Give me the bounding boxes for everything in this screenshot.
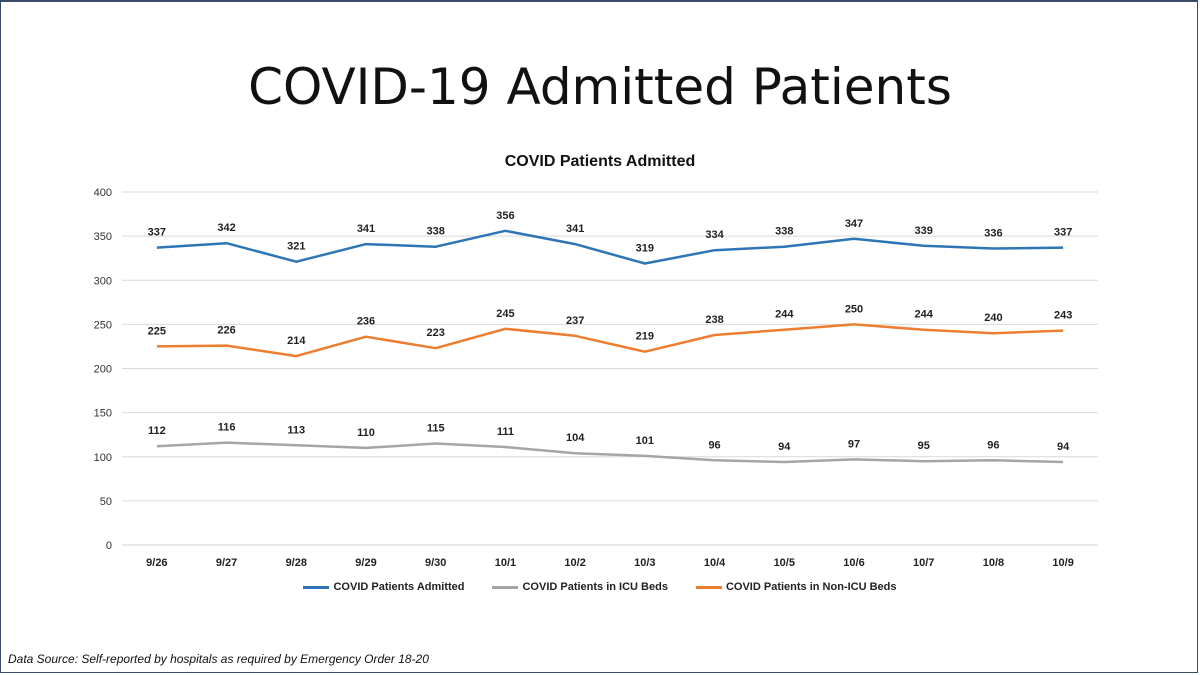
data-label: 341 [357,223,375,235]
x-tick-label: 9/30 [425,557,446,569]
x-tick-label: 10/3 [634,557,655,569]
x-tick-label: 10/6 [843,557,864,569]
legend-label: COVID Patients in Non-ICU Beds [725,581,897,593]
x-tick-label: 10/5 [774,557,795,569]
data-label: 225 [148,325,166,337]
data-label: 219 [636,331,654,343]
data-label: 339 [915,225,933,237]
series-line-2 [156,323,1064,358]
data-source-footer: Data Source: Self-reported by hospitals … [8,652,429,666]
data-label: 104 [566,432,585,444]
data-label: 110 [357,427,375,439]
y-tick-label: 50 [100,496,112,508]
data-label: 250 [845,303,863,315]
data-label: 214 [287,335,306,347]
y-tick-label: 300 [94,275,112,287]
x-tick-label: 10/4 [704,557,726,569]
data-label: 111 [497,426,514,438]
data-label: 342 [217,222,235,234]
data-label: 96 [987,439,999,451]
y-tick-label: 250 [94,319,112,331]
data-label: 341 [566,223,584,235]
x-tick-label: 9/29 [355,557,376,569]
legend-swatch [303,585,330,589]
data-label: 356 [496,210,514,222]
data-label: 237 [566,315,584,327]
data-label: 338 [775,226,793,238]
x-tick-label: 9/27 [216,557,237,569]
data-label: 96 [708,439,720,451]
legend-label: COVID Patients in ICU Beds [522,581,668,593]
data-label: 245 [496,308,514,320]
data-label: 94 [778,441,791,453]
chart-legend: COVID Patients Admitted COVID Patients in… [0,581,1200,593]
data-label: 319 [636,242,654,254]
data-label: 95 [918,440,930,452]
y-tick-label: 100 [94,452,112,464]
legend-entry: COVID Patients in ICU Beds [492,581,668,593]
legend-label: COVID Patients Admitted [333,581,465,593]
series-line-0 [156,229,1064,265]
data-label: 240 [984,312,1002,324]
x-tick-label: 10/1 [495,557,516,569]
y-tick-label: 200 [94,364,112,376]
y-tick-label: 150 [94,408,112,420]
slide-title: COVID-19 Admitted Patients [248,58,952,116]
data-label: 101 [636,435,654,447]
legend-entry: COVID Patients in Non-ICU Beds [695,581,897,593]
data-label: 244 [915,309,934,321]
data-label: 113 [287,424,305,436]
data-label: 112 [148,425,166,437]
data-label: 226 [217,325,235,337]
data-label: 337 [148,227,166,239]
data-label: 347 [845,218,863,230]
data-label: 338 [427,226,445,238]
data-label: 116 [218,422,236,434]
data-label: 238 [705,314,723,326]
data-label: 334 [705,229,724,241]
chart-title: COVID Patients Admitted [504,153,696,170]
legend-swatch [492,585,519,589]
x-tick-label: 10/7 [913,557,934,569]
y-tick-label: 400 [94,187,112,199]
legend-swatch [695,585,722,589]
data-label: 94 [1057,441,1070,453]
data-label: 337 [1054,227,1072,239]
data-label: 115 [427,423,445,435]
data-label: 336 [984,227,1002,239]
data-label: 223 [427,327,445,339]
x-tick-label: 10/9 [1052,557,1073,569]
legend-entry: COVID Patients Admitted [303,581,464,593]
data-label: 244 [775,309,794,321]
data-label: 243 [1054,310,1072,322]
y-tick-label: 0 [106,540,112,552]
x-tick-label: 9/28 [286,557,307,569]
x-tick-label: 9/26 [146,557,167,569]
x-tick-label: 10/8 [983,557,1004,569]
data-label: 321 [287,241,305,253]
data-label: 236 [357,316,375,328]
series-line-1 [156,441,1064,464]
data-label: 97 [848,438,860,450]
y-tick-label: 350 [94,231,112,243]
x-tick-label: 10/2 [564,557,585,569]
